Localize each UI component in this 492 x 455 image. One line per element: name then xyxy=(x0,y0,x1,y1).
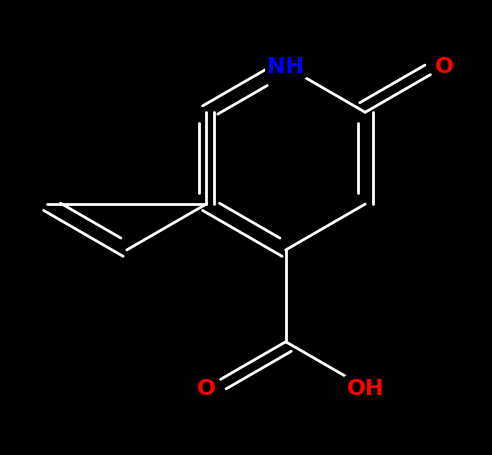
Text: NH: NH xyxy=(267,57,304,77)
Text: OH: OH xyxy=(346,378,384,398)
Text: O: O xyxy=(435,57,454,77)
Text: O: O xyxy=(197,378,216,398)
